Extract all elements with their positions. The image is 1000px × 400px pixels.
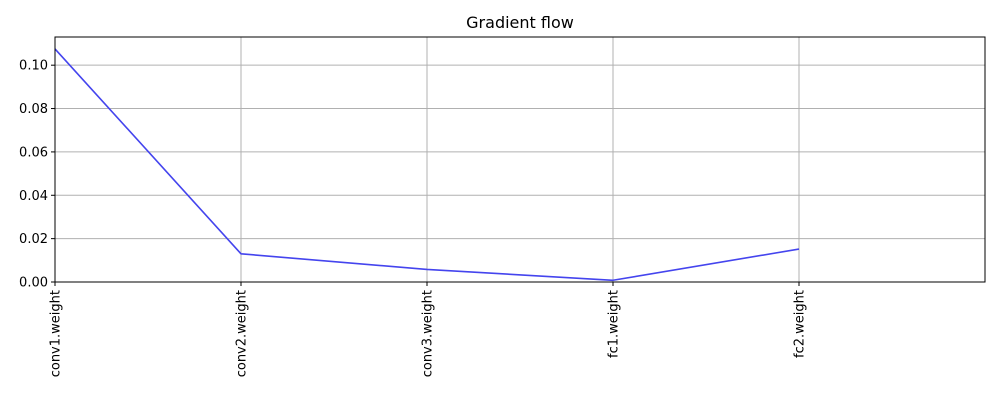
x-tick-label: conv3.weight [421, 290, 436, 377]
x-tick-label: conv1.weight [49, 290, 64, 377]
grid [54, 37, 985, 283]
y-tick-label: 0.08 [19, 102, 48, 117]
x-tick-label: conv2.weight [235, 290, 250, 377]
plot-frame [54, 36, 986, 283]
y-tick-label: 0.02 [19, 232, 48, 247]
y-tick-label: 0.10 [19, 59, 48, 74]
y-tick-label: 0.00 [19, 276, 48, 291]
y-axis: 0.00 0.02 0.04 0.06 0.08 0.10 [19, 59, 55, 291]
chart-title: Gradient flow [466, 13, 574, 32]
y-tick-label: 0.06 [19, 145, 48, 160]
x-tick-label: fc2.weight [793, 290, 808, 358]
x-tick-label: fc1.weight [607, 290, 622, 358]
x-axis: conv1.weight conv2.weight conv3.weight fc1.… [49, 282, 808, 377]
y-tick-label: 0.04 [19, 189, 48, 204]
